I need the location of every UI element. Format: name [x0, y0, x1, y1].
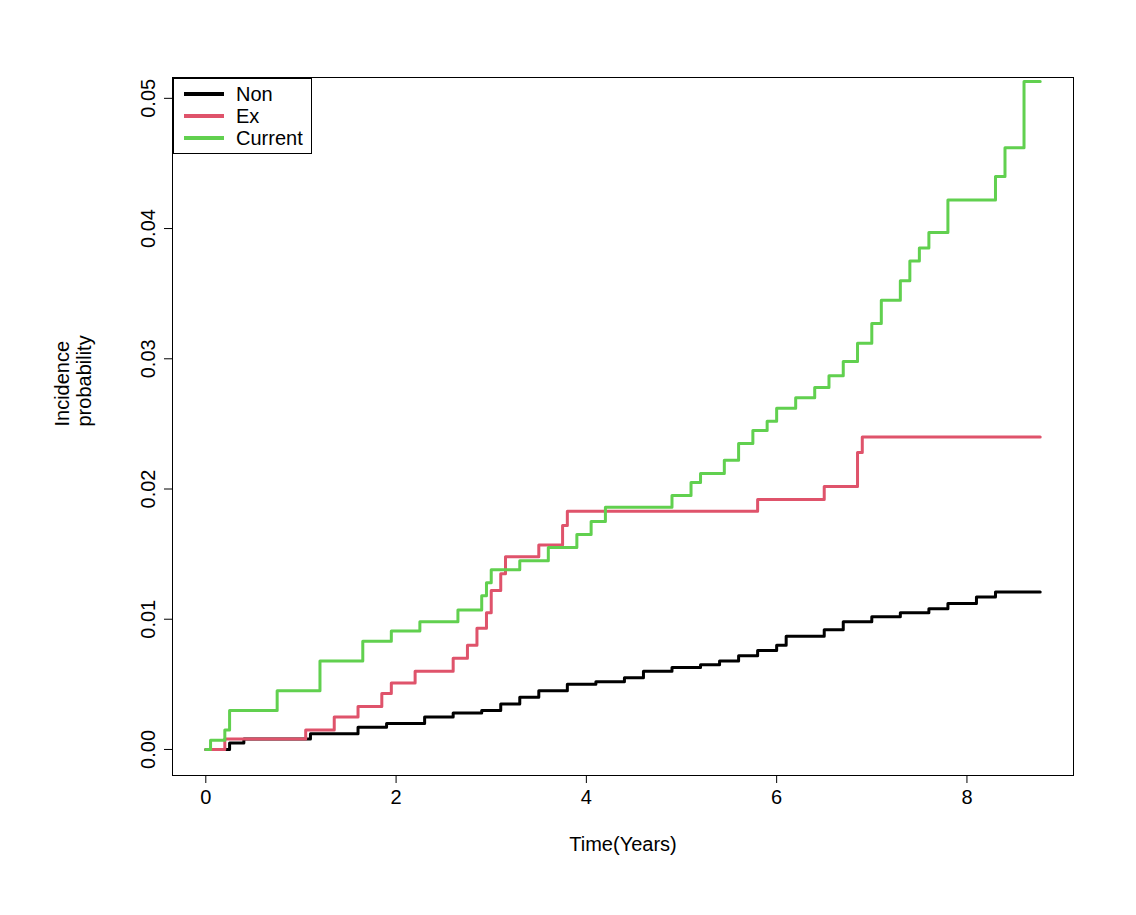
svg-text:Time(Years): Time(Years) [569, 833, 676, 855]
svg-text:0.01: 0.01 [137, 600, 159, 639]
svg-text:0.00: 0.00 [137, 730, 159, 769]
svg-text:6: 6 [771, 786, 782, 808]
svg-text:0.03: 0.03 [137, 339, 159, 378]
svg-text:0: 0 [200, 786, 211, 808]
svg-text:4: 4 [581, 786, 592, 808]
svg-text:0.04: 0.04 [137, 209, 159, 248]
svg-text:2: 2 [391, 786, 402, 808]
html-text:Ex: Ex [236, 105, 260, 127]
html-text:Current: Current [236, 127, 303, 149]
svg-text:Incidenceprobability: Incidenceprobability [51, 335, 95, 426]
html-text:Non: Non [236, 83, 273, 105]
svg-text:0.05: 0.05 [137, 79, 159, 118]
svg-text:8: 8 [961, 786, 972, 808]
svg-text:0.02: 0.02 [137, 470, 159, 509]
